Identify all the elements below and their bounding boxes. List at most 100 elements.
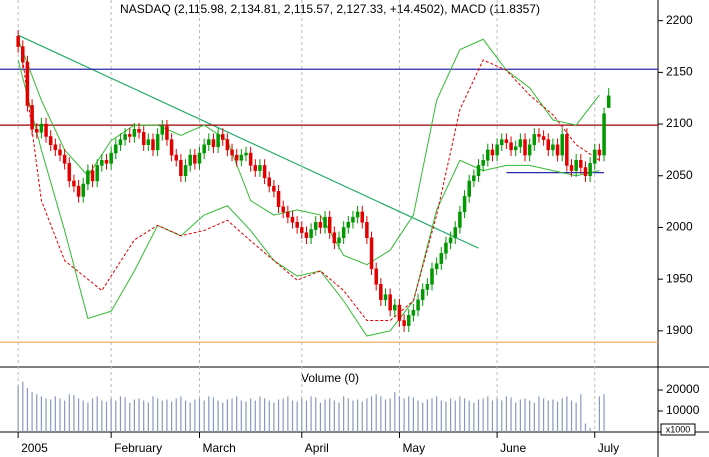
candle-body — [234, 154, 239, 161]
candle-body — [606, 95, 611, 108]
candle-body — [453, 227, 458, 239]
x-tick-label: 2005 — [21, 441, 48, 455]
candle-body — [565, 134, 569, 166]
y-tick-label: 2200 — [666, 13, 693, 27]
candle-body — [420, 289, 425, 301]
candle-body — [76, 185, 81, 197]
candle-body — [337, 237, 341, 244]
candle-body — [374, 268, 378, 285]
candle-body — [67, 163, 72, 182]
candle-body — [207, 139, 211, 145]
y-tick-label: 2050 — [666, 168, 693, 182]
candle-body — [188, 154, 192, 166]
candle-body — [44, 123, 48, 137]
candle-body — [58, 149, 62, 156]
y-tick-label: 2000 — [666, 220, 693, 234]
candle-body — [81, 183, 85, 197]
volume-unit-label: x1000 — [666, 424, 691, 434]
candle-body — [495, 144, 499, 156]
candle-body — [383, 294, 388, 301]
candle-body — [179, 160, 183, 177]
candle-body — [513, 146, 518, 151]
candle-body — [579, 160, 583, 168]
x-tick-label: February — [114, 441, 162, 455]
candle-body — [500, 139, 504, 145]
candle-body — [346, 222, 351, 228]
candle-body — [53, 144, 58, 151]
volume-title: Volume (0) — [301, 371, 359, 385]
candle-body — [174, 154, 178, 161]
indicator-line — [22, 59, 600, 322]
x-tick-label: June — [500, 441, 526, 455]
candle-body — [90, 170, 95, 182]
candle-body — [546, 139, 551, 151]
candle-body — [39, 123, 44, 133]
candle-body — [448, 237, 453, 244]
candle-body — [114, 144, 118, 154]
candle-body — [411, 309, 416, 316]
candle-body — [211, 139, 216, 148]
candle-body — [290, 216, 295, 223]
candle-body — [100, 160, 104, 166]
candle-body — [262, 165, 267, 179]
candle-body — [490, 149, 495, 156]
candle-body — [444, 242, 448, 254]
candle-body — [504, 139, 509, 143]
candle-body — [220, 134, 225, 140]
candle-body — [137, 128, 141, 133]
candle-body — [481, 160, 485, 166]
indicator-line — [17, 59, 600, 337]
candle-body — [286, 211, 290, 218]
candle-body — [295, 222, 299, 228]
candle-body — [523, 139, 527, 156]
candle-body — [216, 134, 220, 148]
candle-body — [379, 284, 383, 301]
x-tick-label: May — [402, 441, 425, 455]
y-tick-label: 1950 — [666, 271, 693, 285]
candle-body — [30, 105, 34, 130]
indicator-line — [17, 38, 600, 266]
candle-body — [104, 160, 109, 164]
candle-body — [304, 232, 309, 239]
y-tick-label: 2100 — [666, 116, 693, 130]
candle-body — [323, 216, 327, 228]
candle-body — [86, 170, 90, 185]
candle-body — [351, 216, 355, 223]
candle-body — [602, 113, 606, 156]
x-tick-label: July — [598, 441, 619, 455]
y-tick-label: 1900 — [666, 323, 693, 337]
candle-body — [197, 152, 202, 164]
candle-body — [25, 61, 30, 106]
y-tick-label: 10000 — [666, 403, 700, 417]
candle-body — [183, 165, 188, 177]
candle-body — [597, 149, 602, 156]
candle-body — [434, 263, 439, 270]
candle-body — [397, 304, 402, 321]
candle-body — [16, 35, 20, 47]
candle-body — [327, 216, 332, 233]
candle-body — [369, 237, 374, 270]
chart-title: NASDAQ (2,115.98, 2,134.81, 2,115.57, 2,… — [120, 2, 540, 16]
x-tick-label: March — [202, 441, 235, 455]
candle-body — [281, 206, 285, 213]
candle-body — [574, 160, 578, 171]
candle-body — [155, 134, 160, 151]
y-tick-label: 20000 — [666, 382, 700, 396]
candle-body — [62, 154, 67, 164]
candle-body — [527, 144, 532, 156]
candle-body — [588, 163, 592, 177]
candle-body — [34, 128, 39, 133]
candle-body — [532, 134, 537, 145]
candle-body — [230, 149, 234, 156]
candle-body — [248, 152, 253, 166]
candle-body — [541, 136, 546, 140]
trend-line — [17, 34, 479, 249]
candle-body — [393, 304, 397, 311]
candle-body — [569, 165, 574, 171]
candle-body — [365, 222, 369, 239]
candle-body — [202, 144, 206, 154]
candle-body — [425, 284, 430, 290]
x-tick-label: April — [305, 441, 329, 455]
